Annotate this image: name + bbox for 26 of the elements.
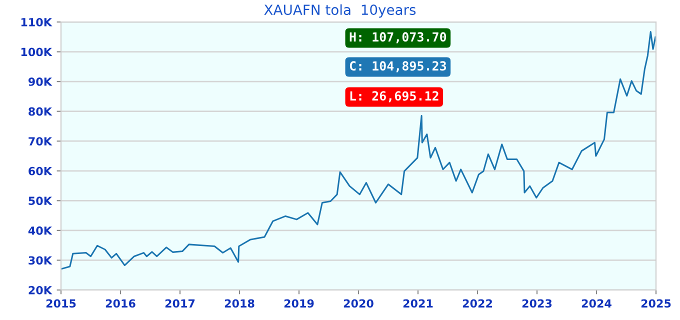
x-tick-label: 2022 (462, 299, 492, 308)
y-tick-label: 50K (28, 196, 52, 206)
y-tick-label: 60K (28, 166, 52, 176)
y-tick-label: 30K (28, 256, 52, 265)
annotation: C: 104,895.23 (350, 61, 446, 72)
x-tick-label: 2019 (284, 299, 314, 308)
x-tick-label: 2020 (344, 299, 374, 308)
y-tick-label: 70K (28, 137, 52, 146)
line-series (61, 31, 656, 270)
y-tick-label: 100K (21, 48, 52, 56)
y-tick-label: 20K (28, 286, 52, 294)
x-tick-label: 2023 (522, 299, 552, 308)
y-tick-label: 80K (28, 107, 52, 116)
y-tick-label: 90K (28, 78, 52, 86)
annotation: L: 26,695.12 (350, 91, 438, 102)
x-tick-label: 2024 (582, 299, 612, 308)
x-tick-label: 2021 (403, 299, 433, 308)
y-tick-label: 40K (28, 226, 52, 235)
y-tick-label: 110K (21, 18, 52, 26)
x-tick-label: 2015 (46, 299, 76, 308)
x-tick-label: 2016 (106, 299, 136, 308)
chart-title: XAUAFN tola 10years (264, 4, 416, 18)
annotation: H: 107,073.70 (350, 32, 446, 44)
x-tick-label: 2018 (224, 299, 254, 308)
x-tick-label: 2017 (165, 299, 195, 308)
x-tick-label: 2025 (641, 299, 671, 308)
